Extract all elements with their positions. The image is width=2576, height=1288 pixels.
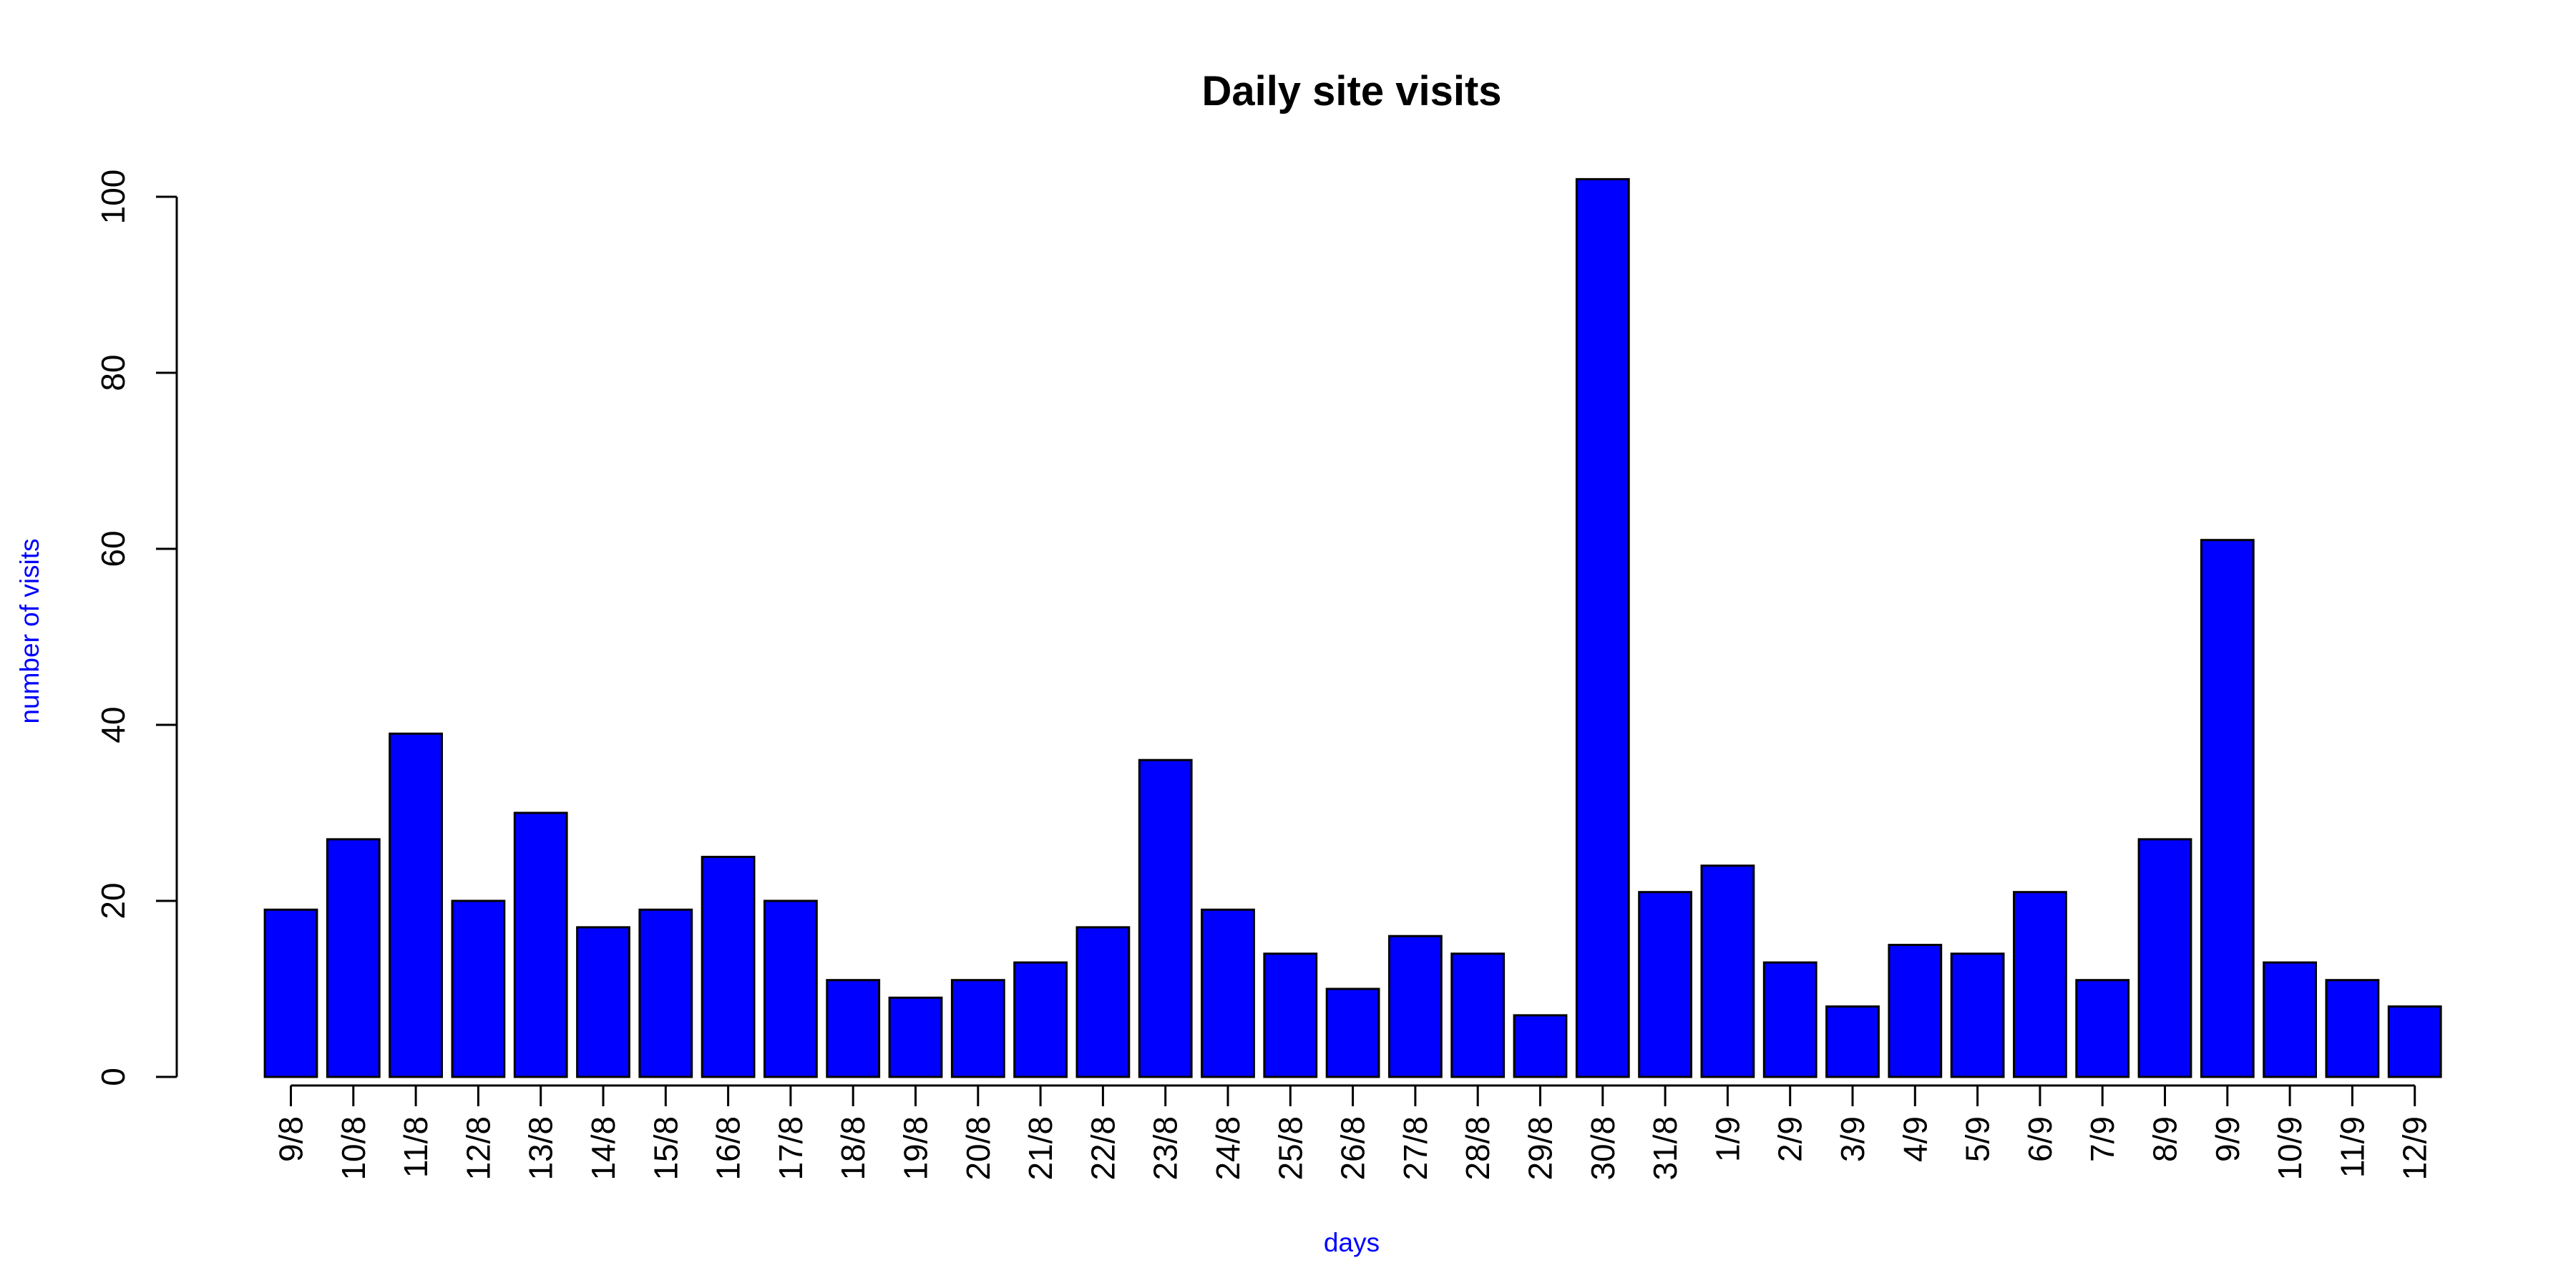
x-tick-label: 13/8 — [522, 1116, 560, 1181]
x-tick-label: 29/8 — [1522, 1116, 1559, 1181]
bar-28/8 — [1450, 952, 1506, 1078]
bar-3/9 — [1825, 1005, 1880, 1078]
bar-13/8 — [513, 811, 568, 1078]
bar-11/8 — [389, 732, 444, 1078]
bar-10/9 — [2263, 961, 2317, 1078]
bar-10/8 — [326, 838, 381, 1078]
bar-6/9 — [2013, 891, 2067, 1078]
bar-15/8 — [638, 908, 693, 1078]
x-tick-label: 15/8 — [647, 1116, 684, 1181]
x-tick-label: 10/8 — [335, 1116, 372, 1181]
bars — [263, 177, 2442, 1078]
x-tick-label: 2/9 — [1772, 1116, 1809, 1162]
bar-30/8 — [1575, 177, 1630, 1078]
bar-17/8 — [763, 899, 818, 1078]
x-tick-label: 11/8 — [397, 1116, 434, 1178]
x-tick-label: 30/8 — [1584, 1116, 1621, 1181]
y-tick-label: 20 — [94, 882, 132, 919]
x-tick-label: 31/8 — [1646, 1116, 1684, 1181]
x-tick-label: 7/9 — [2084, 1116, 2121, 1162]
y-tick-label: 60 — [94, 530, 132, 567]
bar-1/9 — [1700, 864, 1755, 1078]
y-axis-label: number of visits — [15, 538, 44, 723]
bar-8/9 — [2137, 838, 2192, 1078]
x-tick-label: 12/9 — [2396, 1116, 2434, 1181]
bar-12/9 — [2387, 1005, 2442, 1078]
bar-11/9 — [2325, 979, 2380, 1078]
bar-12/8 — [451, 899, 506, 1078]
bar-26/8 — [1325, 987, 1380, 1078]
x-axis-label: days — [1324, 1228, 1380, 1257]
bar-7/9 — [2075, 979, 2130, 1078]
bar-4/9 — [1888, 944, 1943, 1078]
x-tick-label: 20/8 — [960, 1116, 997, 1181]
bar-24/8 — [1201, 908, 1255, 1078]
bar-5/9 — [1950, 952, 2005, 1078]
x-tick-label: 23/8 — [1147, 1116, 1184, 1181]
bar-25/8 — [1263, 952, 1318, 1078]
x-axis: 9/8 10/8 11/8 12/8 13/8 14/8 15/8 16/8 17/8 18/8 1… — [273, 1084, 2434, 1181]
x-tick-label: 22/8 — [1084, 1116, 1121, 1181]
x-tick-label: 10/9 — [2271, 1116, 2308, 1181]
x-tick-label: 6/9 — [2021, 1116, 2059, 1162]
bar-29/8 — [1513, 1014, 1568, 1078]
x-tick-label: 25/8 — [1272, 1116, 1309, 1181]
x-tick-label: 9/9 — [2209, 1116, 2246, 1162]
bar-20/8 — [950, 979, 1005, 1078]
x-tick-label: 28/8 — [1459, 1116, 1496, 1181]
bar-21/8 — [1013, 961, 1068, 1078]
bar-2/9 — [1762, 961, 1818, 1078]
x-tick-label: 4/9 — [1896, 1116, 1933, 1162]
x-tick-label: 14/8 — [585, 1116, 622, 1181]
bar-27/8 — [1388, 935, 1443, 1078]
x-tick-label: 3/9 — [1834, 1116, 1871, 1162]
x-tick-label: 8/9 — [2147, 1116, 2184, 1162]
x-tick-label: 17/8 — [772, 1116, 809, 1181]
x-tick-label: 9/8 — [273, 1116, 310, 1162]
bar-14/8 — [576, 926, 630, 1078]
bar-18/8 — [826, 979, 881, 1078]
x-tick-label: 11/9 — [2333, 1116, 2371, 1178]
x-tick-label: 12/8 — [459, 1116, 497, 1181]
x-tick-label: 26/8 — [1335, 1116, 1372, 1181]
y-tick-label: 0 — [94, 1068, 132, 1086]
y-tick-label: 40 — [94, 706, 132, 743]
y-tick-label: 100 — [94, 170, 132, 225]
x-tick-label: 18/8 — [834, 1116, 872, 1181]
x-tick-label: 24/8 — [1209, 1116, 1246, 1181]
x-tick-label: 1/9 — [1709, 1116, 1746, 1162]
y-tick-label: 80 — [94, 354, 132, 391]
chart-title: Daily site visits — [1201, 68, 1501, 114]
x-tick-label: 27/8 — [1397, 1116, 1434, 1181]
bar-9/9 — [2200, 539, 2255, 1078]
y-axis: 0 20 40 60 80 100 — [94, 170, 178, 1086]
bar-19/8 — [888, 996, 943, 1078]
bar-16/8 — [701, 856, 756, 1078]
bar-31/8 — [1638, 891, 1692, 1078]
x-tick-label: 19/8 — [897, 1116, 935, 1181]
x-tick-label: 16/8 — [710, 1116, 747, 1181]
bar-23/8 — [1138, 758, 1193, 1078]
x-tick-label: 21/8 — [1022, 1116, 1059, 1181]
x-tick-label: 5/9 — [1959, 1116, 1996, 1162]
bar-9/8 — [263, 908, 318, 1078]
bar-22/8 — [1075, 926, 1131, 1078]
